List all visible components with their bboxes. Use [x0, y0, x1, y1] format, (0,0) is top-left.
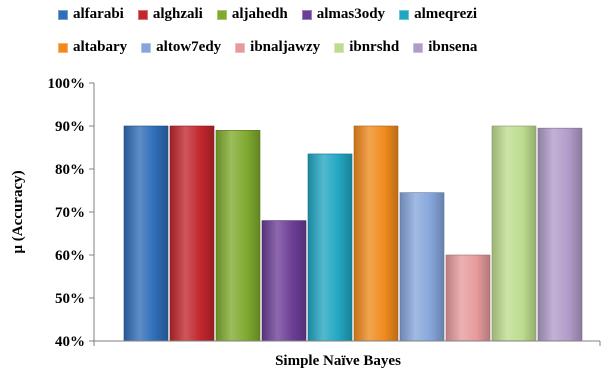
axes-group: 40% 50% 60% 70% 80% 90% 100%	[48, 76, 601, 350]
legend-row-2: altabary altow7edy ibnaljawzy ibnrshd ibnsen…	[58, 39, 491, 56]
bar-almeqrezi	[307, 153, 353, 342]
legend-label: ibnsena	[428, 39, 478, 55]
bar-ibnsena	[537, 127, 583, 342]
legend-row-1: alfarabi alghzali aljahedh almas3ody almeqre…	[58, 6, 491, 23]
legend-swatch	[399, 9, 410, 20]
legend-item-aljahedh: aljahedh	[216, 6, 288, 23]
legend-swatch	[334, 42, 345, 53]
legend-swatch	[301, 9, 312, 20]
y-tick-label: 70%	[55, 205, 85, 221]
bar-alghzali	[169, 125, 215, 342]
legend-label: almeqrezi	[414, 6, 478, 22]
bar-almas3ody	[261, 220, 307, 342]
y-tick-label: 80%	[55, 162, 85, 178]
legend-item-ibnsena: ibnsena	[413, 39, 477, 56]
bar-aljahedh	[215, 130, 261, 342]
legend-swatch	[235, 42, 246, 53]
y-tick-label: 40%	[55, 334, 85, 350]
legend-swatch	[58, 42, 68, 53]
y-tick-label: 60%	[55, 248, 85, 264]
y-axis-title: µ (Accuracy)	[10, 170, 26, 253]
legend-swatch	[141, 42, 152, 53]
legend-swatch	[216, 9, 227, 20]
legend-item-alfarabi: alfarabi	[58, 6, 124, 23]
legend-label: ibnrshd	[349, 39, 400, 55]
legend-item-almeqrezi: almeqrezi	[399, 6, 477, 23]
bars-group	[123, 125, 583, 342]
legend-item-ibnaljawzy: ibnaljawzy	[235, 39, 320, 56]
x-axis-title: Simple Naïve Bayes	[275, 353, 401, 369]
legend-item-alghzali: alghzali	[137, 6, 203, 23]
legend-label: ibnaljawzy	[250, 39, 321, 55]
bar-alfarabi	[123, 125, 169, 342]
legend-item-altabary: altabary	[58, 39, 127, 56]
bar-ibnaljawzy	[445, 254, 491, 342]
legend-item-almas3ody: almas3ody	[301, 6, 386, 23]
legend-label: aljahedh	[231, 6, 288, 22]
legend-swatch	[137, 9, 148, 20]
legend-swatch	[58, 9, 68, 20]
legend-item-altow7edy: altow7edy	[141, 39, 221, 56]
bar-ibnrshd	[491, 125, 537, 342]
legend: alfarabi alghzali aljahedh almas3ody almeqre…	[0, 0, 609, 70]
bar-altow7edy	[399, 192, 445, 342]
legend-label: almas3ody	[316, 6, 386, 22]
y-tick-label: 90%	[55, 119, 85, 135]
y-tick-label: 100%	[48, 76, 86, 92]
bar-altabary	[353, 125, 399, 342]
legend-item-ibnrshd: ibnrshd	[334, 39, 399, 56]
y-tick-label: 50%	[55, 291, 85, 307]
legend-label: altabary	[73, 39, 128, 55]
legend-label: alfarabi	[73, 6, 124, 22]
legend-swatch	[413, 42, 424, 53]
legend-label: altow7edy	[156, 39, 222, 55]
legend-label: alghzali	[152, 6, 203, 22]
